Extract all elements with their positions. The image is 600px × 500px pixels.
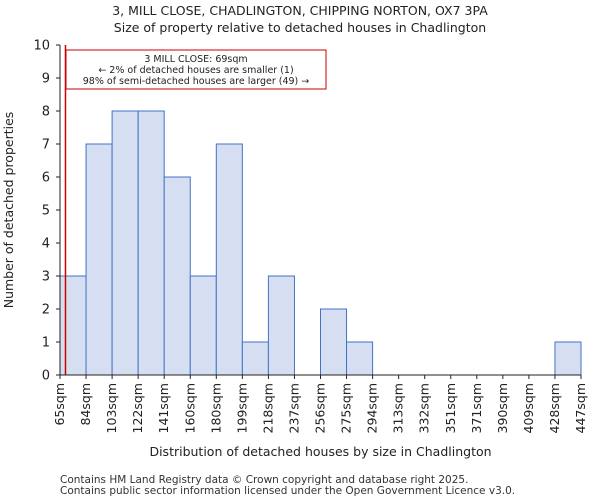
bar-428sqm bbox=[554, 341, 582, 376]
footer-copyright: Contains HM Land Registry data © Crown c… bbox=[60, 474, 469, 486]
x-tick-label: 371sqm bbox=[469, 383, 484, 433]
footer-licence: Contains public sector information licen… bbox=[60, 485, 516, 497]
y-tick-label: 4 bbox=[42, 237, 50, 252]
y-axis-title: Number of detached properties bbox=[1, 112, 16, 309]
y-tick-label: 9 bbox=[42, 72, 50, 87]
chart-title: 3, MILL CLOSE, CHADLINGTON, CHIPPING NOR… bbox=[112, 3, 488, 18]
x-tick-label: 141sqm bbox=[156, 383, 171, 433]
bar-199sqm bbox=[241, 341, 269, 376]
bar-122sqm bbox=[137, 110, 165, 376]
y-tick-label: 5 bbox=[42, 204, 50, 219]
x-tick-label: 199sqm bbox=[234, 383, 249, 433]
bar-65sqm bbox=[59, 275, 87, 376]
bars-layer bbox=[59, 110, 582, 376]
x-tick-label: 84sqm bbox=[78, 383, 93, 426]
bar-84sqm bbox=[85, 143, 113, 376]
x-tick-label: 275sqm bbox=[339, 383, 354, 433]
annotation-line-2: ← 2% of detached houses are smaller (1) bbox=[98, 65, 293, 76]
annotation-line-1: 3 MILL CLOSE: 69sqm bbox=[144, 54, 247, 65]
x-tick-label: 65sqm bbox=[52, 383, 67, 426]
axes-layer: 0 1 2 3 4 5 6 7 8 9 10 65sqm 84sqm 103sqm 122sqm 141sqm… bbox=[1, 39, 588, 460]
x-tick-label: 256sqm bbox=[313, 383, 328, 433]
x-tick-label: 237sqm bbox=[286, 383, 301, 433]
x-tick-label: 447sqm bbox=[573, 383, 588, 433]
y-tick-label: 8 bbox=[42, 105, 50, 120]
y-tick-label: 3 bbox=[42, 270, 50, 285]
x-axis-title: Distribution of detached houses by size … bbox=[149, 444, 491, 459]
x-tick-label: 313sqm bbox=[391, 383, 406, 433]
bar-141sqm bbox=[163, 176, 191, 376]
x-tick-label: 103sqm bbox=[104, 383, 119, 433]
x-tick-label: 218sqm bbox=[260, 383, 275, 433]
annotation-box bbox=[65, 49, 327, 90]
x-tick-label: 390sqm bbox=[495, 383, 510, 433]
bar-275sqm bbox=[346, 341, 374, 376]
y-tick-label: 1 bbox=[42, 336, 50, 351]
bar-256sqm bbox=[320, 308, 348, 376]
y-tick-label: 6 bbox=[42, 171, 50, 186]
x-tick-label: 294sqm bbox=[365, 383, 380, 433]
x-tick-label: 122sqm bbox=[130, 383, 145, 433]
y-tick-label: 0 bbox=[42, 369, 50, 384]
bar-218sqm bbox=[267, 275, 295, 376]
bar-160sqm bbox=[189, 275, 217, 376]
bar-103sqm bbox=[111, 110, 139, 376]
y-tick-label: 2 bbox=[42, 303, 50, 318]
chart-subtitle: Size of property relative to detached ho… bbox=[113, 20, 487, 35]
y-tick-label: 10 bbox=[33, 39, 50, 54]
x-tick-label: 351sqm bbox=[443, 383, 458, 433]
y-tick-label: 7 bbox=[42, 138, 50, 153]
annotation-line-3: 98% of semi-detached houses are larger (… bbox=[83, 76, 310, 87]
x-tick-label: 428sqm bbox=[547, 383, 562, 433]
x-tick-label: 180sqm bbox=[208, 383, 223, 433]
annotation-layer: 3 MILL CLOSE: 69sqm← 2% of detached hous… bbox=[65, 49, 327, 90]
x-tick-label: 332sqm bbox=[417, 383, 432, 433]
x-tick-label: 160sqm bbox=[182, 383, 197, 433]
x-tick-label: 409sqm bbox=[521, 383, 536, 433]
bar-180sqm bbox=[215, 143, 243, 376]
